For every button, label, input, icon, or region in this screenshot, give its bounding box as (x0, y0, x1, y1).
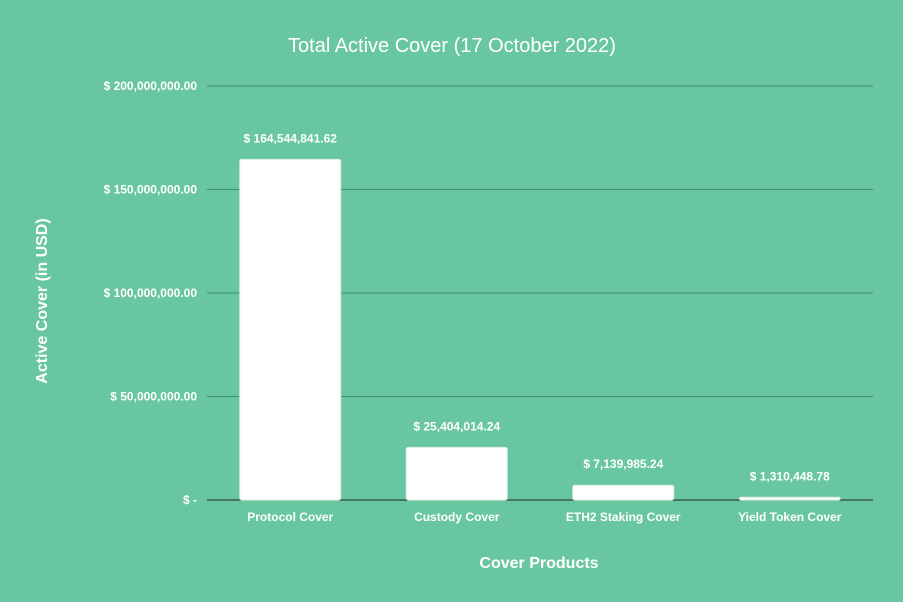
data-labels: $ 164,544,841.62 $ 25,404,014.24 $ 7,139,9… (244, 131, 831, 483)
y-axis-label: Active Cover (in USD) (34, 218, 51, 383)
bar-data-label: $ 1,310,448.78 (750, 469, 830, 483)
x-axis-label: Cover Products (479, 555, 598, 572)
bars (239, 158, 841, 501)
y-axis-ticks: $ - $ 50,000,000.00 $ 100,000,000.00 $ 150,… (104, 79, 198, 507)
bar (239, 158, 342, 501)
y-tick-label: $ 50,000,000.00 (110, 390, 197, 404)
bar-data-label: $ 25,404,014.24 (413, 419, 500, 433)
y-tick-label: $ 150,000,000.00 (104, 183, 198, 197)
y-tick-label: $ - (183, 493, 197, 507)
x-tick-label: Yield Token Cover (738, 510, 842, 524)
x-axis-ticks: Protocol Cover Custody Cover ETH2 Staking … (247, 510, 842, 524)
x-tick-label: Protocol Cover (247, 510, 333, 524)
bar-data-label: $ 7,139,985.24 (583, 457, 663, 471)
bar-data-label: $ 164,544,841.62 (244, 131, 338, 145)
bar (572, 484, 675, 501)
y-tick-label: $ 200,000,000.00 (104, 79, 198, 93)
x-tick-label: Custody Cover (414, 510, 500, 524)
bar (738, 496, 841, 501)
x-tick-label: ETH2 Staking Cover (566, 510, 681, 524)
chart-title: Total Active Cover (17 October 2022) (288, 35, 616, 57)
bar (405, 446, 508, 501)
y-tick-label: $ 100,000,000.00 (104, 286, 198, 300)
